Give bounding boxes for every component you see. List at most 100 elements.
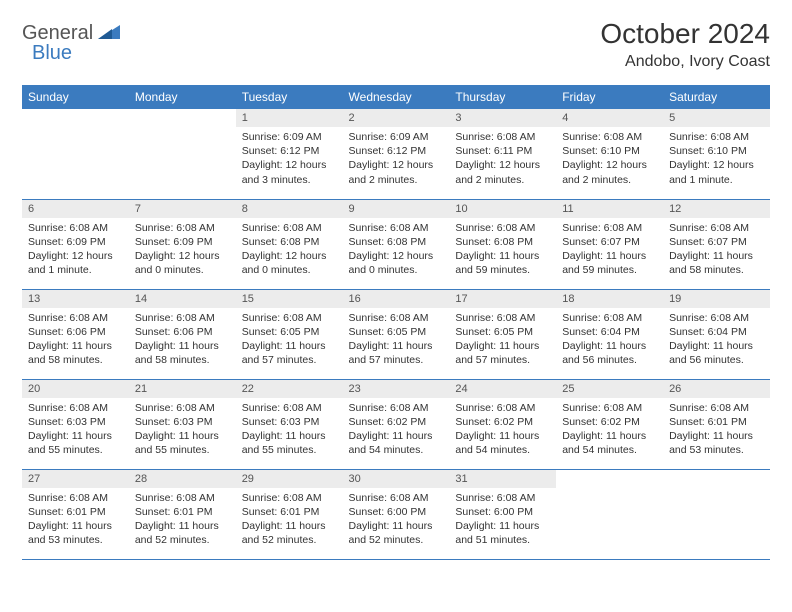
sunrise-text: Sunrise: 6:08 AM (349, 491, 444, 505)
calendar-day-cell: 17Sunrise: 6:08 AMSunset: 6:05 PMDayligh… (449, 289, 556, 379)
day-content: Sunrise: 6:08 AMSunset: 6:07 PMDaylight:… (556, 218, 663, 284)
day-number: 29 (236, 470, 343, 488)
day-number: 17 (449, 290, 556, 308)
daylight-text: Daylight: 11 hours and 53 minutes. (28, 519, 123, 547)
sunset-text: Sunset: 6:08 PM (455, 235, 550, 249)
day-content: Sunrise: 6:08 AMSunset: 6:09 PMDaylight:… (22, 218, 129, 284)
daylight-text: Daylight: 11 hours and 52 minutes. (135, 519, 230, 547)
sunrise-text: Sunrise: 6:08 AM (28, 221, 123, 235)
sunset-text: Sunset: 6:12 PM (349, 144, 444, 158)
day-number: 20 (22, 380, 129, 398)
day-number: 19 (663, 290, 770, 308)
day-number: 12 (663, 200, 770, 218)
calendar-day-cell: 15Sunrise: 6:08 AMSunset: 6:05 PMDayligh… (236, 289, 343, 379)
calendar-day-cell: 26Sunrise: 6:08 AMSunset: 6:01 PMDayligh… (663, 379, 770, 469)
day-content: Sunrise: 6:08 AMSunset: 6:01 PMDaylight:… (129, 488, 236, 554)
day-number: 22 (236, 380, 343, 398)
sunset-text: Sunset: 6:03 PM (242, 415, 337, 429)
day-content: Sunrise: 6:08 AMSunset: 6:09 PMDaylight:… (129, 218, 236, 284)
calendar-day-cell: 1Sunrise: 6:09 AMSunset: 6:12 PMDaylight… (236, 109, 343, 199)
calendar-day-cell: 8Sunrise: 6:08 AMSunset: 6:08 PMDaylight… (236, 199, 343, 289)
calendar-day-cell: 11Sunrise: 6:08 AMSunset: 6:07 PMDayligh… (556, 199, 663, 289)
calendar-empty-cell (556, 469, 663, 559)
sunset-text: Sunset: 6:10 PM (562, 144, 657, 158)
location: Andobo, Ivory Coast (600, 53, 770, 71)
day-content: Sunrise: 6:08 AMSunset: 6:06 PMDaylight:… (129, 308, 236, 374)
calendar-week-row: 6Sunrise: 6:08 AMSunset: 6:09 PMDaylight… (22, 199, 770, 289)
daylight-text: Daylight: 12 hours and 2 minutes. (562, 158, 657, 186)
sunrise-text: Sunrise: 6:08 AM (28, 491, 123, 505)
daylight-text: Daylight: 11 hours and 55 minutes. (242, 429, 337, 457)
calendar-day-cell: 5Sunrise: 6:08 AMSunset: 6:10 PMDaylight… (663, 109, 770, 199)
calendar-day-cell: 13Sunrise: 6:08 AMSunset: 6:06 PMDayligh… (22, 289, 129, 379)
day-number: 6 (22, 200, 129, 218)
day-content: Sunrise: 6:08 AMSunset: 6:02 PMDaylight:… (449, 398, 556, 464)
sunrise-text: Sunrise: 6:08 AM (28, 311, 123, 325)
sunset-text: Sunset: 6:08 PM (349, 235, 444, 249)
calendar-day-cell: 25Sunrise: 6:08 AMSunset: 6:02 PMDayligh… (556, 379, 663, 469)
day-content: Sunrise: 6:08 AMSunset: 6:05 PMDaylight:… (236, 308, 343, 374)
day-number: 14 (129, 290, 236, 308)
calendar-day-cell: 10Sunrise: 6:08 AMSunset: 6:08 PMDayligh… (449, 199, 556, 289)
weekday-header: Wednesday (343, 85, 450, 109)
sunrise-text: Sunrise: 6:08 AM (349, 221, 444, 235)
sunset-text: Sunset: 6:02 PM (562, 415, 657, 429)
sunset-text: Sunset: 6:07 PM (562, 235, 657, 249)
sunrise-text: Sunrise: 6:09 AM (242, 130, 337, 144)
weekday-header: Saturday (663, 85, 770, 109)
daylight-text: Daylight: 11 hours and 54 minutes. (349, 429, 444, 457)
daylight-text: Daylight: 12 hours and 0 minutes. (349, 249, 444, 277)
calendar-table: SundayMondayTuesdayWednesdayThursdayFrid… (22, 85, 770, 560)
calendar-day-cell: 22Sunrise: 6:08 AMSunset: 6:03 PMDayligh… (236, 379, 343, 469)
calendar-day-cell: 20Sunrise: 6:08 AMSunset: 6:03 PMDayligh… (22, 379, 129, 469)
calendar-day-cell: 29Sunrise: 6:08 AMSunset: 6:01 PMDayligh… (236, 469, 343, 559)
sunrise-text: Sunrise: 6:08 AM (669, 311, 764, 325)
day-content: Sunrise: 6:08 AMSunset: 6:01 PMDaylight:… (22, 488, 129, 554)
daylight-text: Daylight: 12 hours and 0 minutes. (242, 249, 337, 277)
daylight-text: Daylight: 12 hours and 2 minutes. (455, 158, 550, 186)
day-number: 2 (343, 109, 450, 127)
day-number: 30 (343, 470, 450, 488)
calendar-day-cell: 12Sunrise: 6:08 AMSunset: 6:07 PMDayligh… (663, 199, 770, 289)
day-content: Sunrise: 6:08 AMSunset: 6:01 PMDaylight:… (236, 488, 343, 554)
daylight-text: Daylight: 11 hours and 56 minutes. (562, 339, 657, 367)
sunrise-text: Sunrise: 6:08 AM (135, 311, 230, 325)
daylight-text: Daylight: 11 hours and 55 minutes. (28, 429, 123, 457)
sunset-text: Sunset: 6:02 PM (349, 415, 444, 429)
sunrise-text: Sunrise: 6:08 AM (455, 221, 550, 235)
daylight-text: Daylight: 11 hours and 52 minutes. (349, 519, 444, 547)
sunset-text: Sunset: 6:05 PM (349, 325, 444, 339)
sunrise-text: Sunrise: 6:08 AM (242, 491, 337, 505)
sunset-text: Sunset: 6:04 PM (669, 325, 764, 339)
daylight-text: Daylight: 11 hours and 53 minutes. (669, 429, 764, 457)
calendar-day-cell: 9Sunrise: 6:08 AMSunset: 6:08 PMDaylight… (343, 199, 450, 289)
sunset-text: Sunset: 6:05 PM (455, 325, 550, 339)
sunset-text: Sunset: 6:01 PM (669, 415, 764, 429)
sunrise-text: Sunrise: 6:08 AM (562, 311, 657, 325)
month-title: October 2024 (600, 18, 770, 50)
sunset-text: Sunset: 6:05 PM (242, 325, 337, 339)
calendar-day-cell: 21Sunrise: 6:08 AMSunset: 6:03 PMDayligh… (129, 379, 236, 469)
day-number: 23 (343, 380, 450, 398)
daylight-text: Daylight: 12 hours and 2 minutes. (349, 158, 444, 186)
daylight-text: Daylight: 11 hours and 58 minutes. (28, 339, 123, 367)
day-number: 26 (663, 380, 770, 398)
calendar-day-cell: 19Sunrise: 6:08 AMSunset: 6:04 PMDayligh… (663, 289, 770, 379)
day-content: Sunrise: 6:08 AMSunset: 6:10 PMDaylight:… (663, 127, 770, 193)
daylight-text: Daylight: 11 hours and 59 minutes. (562, 249, 657, 277)
day-number: 4 (556, 109, 663, 127)
sunrise-text: Sunrise: 6:08 AM (28, 401, 123, 415)
daylight-text: Daylight: 11 hours and 57 minutes. (349, 339, 444, 367)
daylight-text: Daylight: 11 hours and 55 minutes. (135, 429, 230, 457)
day-content: Sunrise: 6:08 AMSunset: 6:02 PMDaylight:… (556, 398, 663, 464)
sunrise-text: Sunrise: 6:08 AM (455, 311, 550, 325)
sunrise-text: Sunrise: 6:08 AM (562, 221, 657, 235)
day-content: Sunrise: 6:08 AMSunset: 6:05 PMDaylight:… (343, 308, 450, 374)
day-content: Sunrise: 6:08 AMSunset: 6:00 PMDaylight:… (449, 488, 556, 554)
sunset-text: Sunset: 6:04 PM (562, 325, 657, 339)
calendar-day-cell: 28Sunrise: 6:08 AMSunset: 6:01 PMDayligh… (129, 469, 236, 559)
daylight-text: Daylight: 11 hours and 58 minutes. (669, 249, 764, 277)
day-number: 15 (236, 290, 343, 308)
sunrise-text: Sunrise: 6:08 AM (349, 311, 444, 325)
sunset-text: Sunset: 6:09 PM (135, 235, 230, 249)
